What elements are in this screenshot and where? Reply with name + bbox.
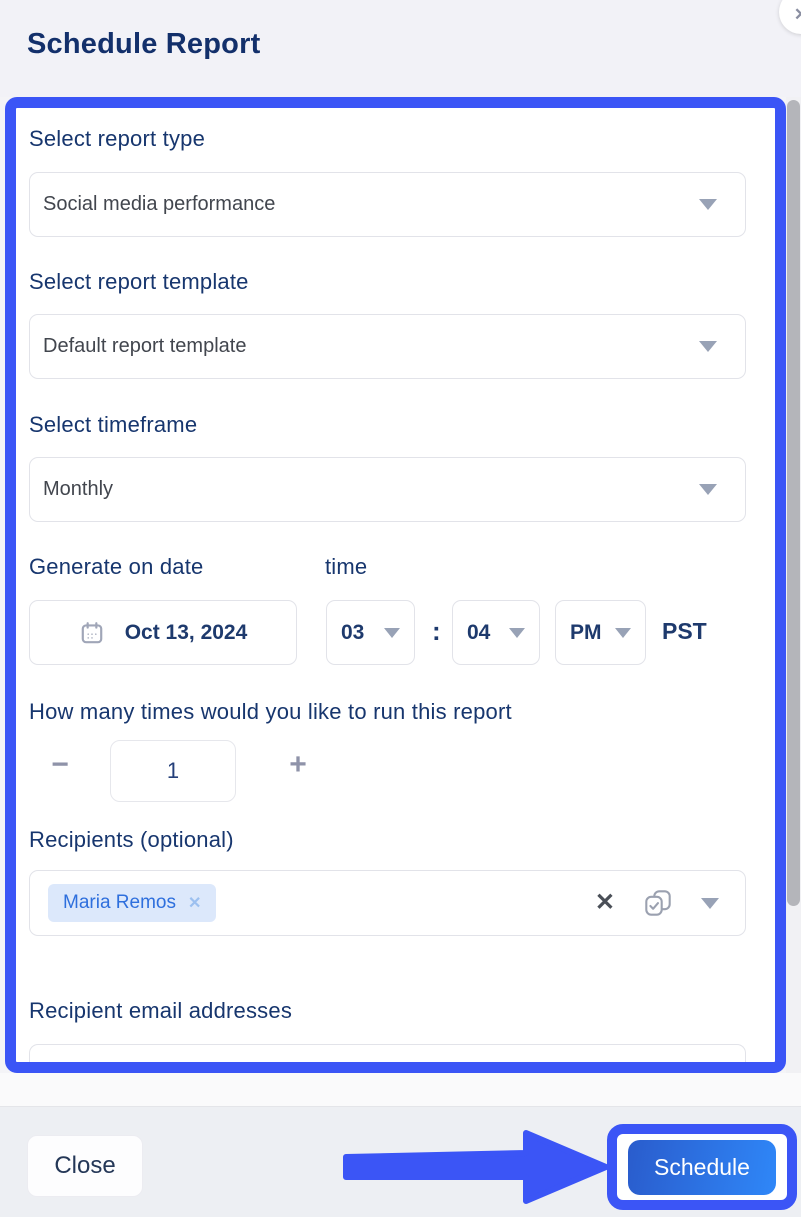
meridiem-select[interactable]: PM bbox=[555, 600, 646, 665]
close-icon[interactable]: ✕ bbox=[779, 0, 801, 34]
schedule-button[interactable]: Schedule bbox=[628, 1139, 776, 1195]
report-template-value: Default report template bbox=[43, 335, 247, 357]
recipient-tag: Maria Remos ✕ bbox=[48, 884, 217, 922]
arrow-annotation bbox=[343, 1130, 609, 1204]
chevron-down-icon bbox=[699, 341, 717, 352]
increment-button[interactable]: + bbox=[289, 748, 307, 781]
schedule-button-annotation: Schedule bbox=[607, 1124, 797, 1210]
hour-value: 03 bbox=[341, 620, 365, 644]
chevron-down-icon bbox=[699, 199, 717, 210]
report-template-select[interactable]: Default report template bbox=[29, 314, 746, 379]
report-type-select[interactable]: Social media performance bbox=[29, 172, 746, 237]
run-count-input[interactable]: 1 bbox=[110, 740, 236, 802]
clear-all-icon[interactable]: ✕ bbox=[594, 889, 615, 916]
report-type-value: Social media performance bbox=[43, 193, 276, 215]
report-template-label: Select report template bbox=[29, 269, 249, 294]
scrollbar-thumb[interactable] bbox=[787, 100, 800, 906]
timeframe-value: Monthly bbox=[43, 478, 114, 500]
report-type-label: Select report type bbox=[29, 126, 206, 151]
body-strip bbox=[0, 1073, 801, 1106]
close-button[interactable]: Close bbox=[27, 1135, 143, 1197]
page-title: Schedule Report bbox=[27, 28, 261, 60]
footer-divider bbox=[0, 1106, 801, 1107]
time-label: time bbox=[325, 554, 368, 579]
date-picker[interactable]: Oct 13, 2024 bbox=[29, 600, 297, 665]
recipient-emails-input[interactable] bbox=[29, 1044, 746, 1062]
chevron-down-icon bbox=[509, 627, 525, 638]
run-count-label: How many times would you like to run thi… bbox=[29, 699, 512, 724]
date-label: Generate on date bbox=[29, 554, 204, 579]
decrement-button[interactable]: − bbox=[51, 748, 69, 781]
chevron-down-icon bbox=[384, 627, 400, 638]
chevron-down-icon bbox=[615, 627, 631, 638]
minute-value: 04 bbox=[467, 620, 491, 644]
time-separator: : bbox=[432, 616, 441, 646]
timezone-label: PST bbox=[662, 618, 707, 644]
chevron-down-icon[interactable] bbox=[701, 897, 719, 909]
date-value: Oct 13, 2024 bbox=[124, 620, 248, 644]
recipients-label: Recipients (optional) bbox=[29, 827, 234, 852]
recipient-emails-label: Recipient email addresses bbox=[29, 998, 293, 1023]
run-count-value: 1 bbox=[166, 758, 180, 783]
chevron-down-icon bbox=[699, 484, 717, 495]
minute-select[interactable]: 04 bbox=[452, 600, 540, 665]
timeframe-select[interactable]: Monthly bbox=[29, 457, 746, 522]
hour-select[interactable]: 03 bbox=[326, 600, 415, 665]
select-all-icon[interactable] bbox=[642, 887, 674, 919]
modal-header: Schedule Report bbox=[0, 0, 801, 97]
recipients-multiselect[interactable]: Maria Remos ✕ ✕ bbox=[29, 870, 746, 936]
remove-tag-icon[interactable]: ✕ bbox=[187, 895, 202, 912]
calendar-icon bbox=[79, 620, 105, 646]
meridiem-value: PM bbox=[570, 620, 602, 644]
timeframe-label: Select timeframe bbox=[29, 412, 198, 437]
form-highlight-annotation: Select report type Social media performa… bbox=[5, 97, 786, 1073]
recipient-tag-name: Maria Remos bbox=[63, 892, 176, 913]
